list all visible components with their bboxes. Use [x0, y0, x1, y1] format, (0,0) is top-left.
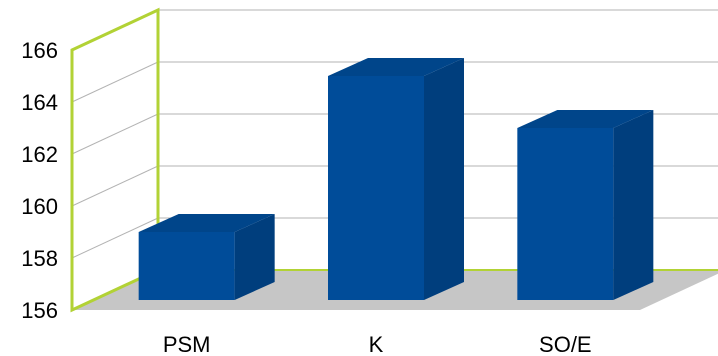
x-category-label: PSM	[163, 332, 211, 356]
y-tick-label: 166	[21, 38, 58, 63]
bar-side-face	[613, 110, 654, 300]
bar-front-face	[138, 232, 235, 300]
x-category-label: K	[369, 332, 384, 356]
y-tick-label: 164	[21, 90, 58, 115]
x-category-label: SO/E	[539, 332, 592, 356]
bar-top-face	[328, 58, 464, 76]
side-grid-line	[71, 165, 159, 207]
left-wall-outline	[70, 7, 160, 313]
bar	[517, 110, 654, 300]
y-tick-label: 160	[21, 194, 58, 219]
x-axis-category-labels: PSM K SO/E	[163, 332, 592, 356]
y-axis-tick-labels: 156 158 160 162 164 166	[21, 38, 58, 323]
bar-front-face	[517, 128, 614, 300]
side-grid-line	[71, 61, 159, 103]
side-grid-line	[71, 217, 159, 259]
bar-side-face	[424, 58, 464, 300]
chart-back-wall	[70, 7, 160, 313]
bars	[138, 58, 654, 300]
bar-top-face	[138, 214, 275, 232]
side-grid-line	[71, 113, 159, 155]
y-tick-label: 162	[21, 142, 58, 167]
y-tick-label: 158	[21, 246, 58, 271]
bar	[138, 214, 275, 300]
bar	[328, 58, 464, 300]
bar-side-face	[234, 214, 275, 300]
bar-top-face	[517, 110, 654, 128]
y-tick-label: 156	[21, 298, 58, 323]
bar-front-face	[328, 76, 424, 300]
